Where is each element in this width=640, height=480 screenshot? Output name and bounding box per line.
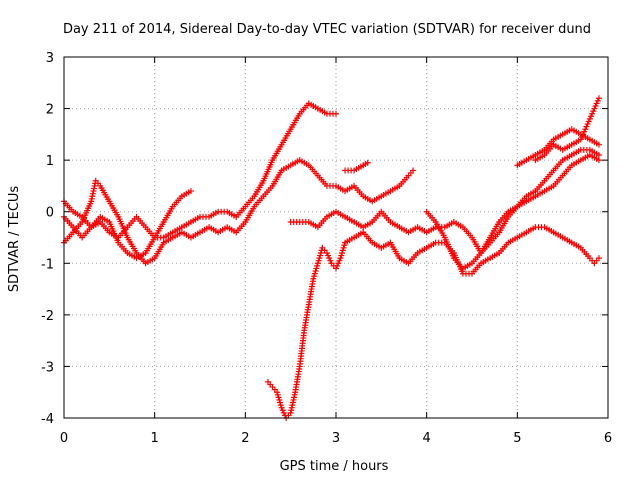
data-marks [61, 95, 602, 421]
tick-label-y--4: -4 [41, 412, 54, 427]
tick-label-x-1: 1 [151, 431, 159, 446]
tick-label-x-3: 3 [332, 431, 340, 446]
tick-label-y-0: 0 [46, 206, 54, 221]
tick-label-x-6: 6 [604, 431, 612, 446]
tick-label-x-5: 5 [513, 431, 521, 446]
tick-label-x-0: 0 [60, 431, 68, 446]
point-track-a [410, 167, 417, 174]
point-track-f [364, 159, 371, 166]
point-track-d [595, 255, 602, 262]
y-axis-label: SDTVAR / TECUs [7, 186, 22, 293]
point-track-i [595, 95, 602, 102]
x-axis-label: GPS time / hours [280, 459, 389, 474]
point-track-c [187, 188, 194, 195]
point-track-e [595, 151, 602, 158]
plot-frame [63, 56, 609, 419]
point-track-h [595, 141, 602, 148]
point-track-g [595, 157, 602, 164]
chart-title: Day 211 of 2014, Sidereal Day-to-day VTE… [63, 22, 591, 37]
tick-label-y--2: -2 [41, 309, 54, 324]
tick-label-x-4: 4 [423, 431, 431, 446]
tick-label-y-1: 1 [46, 154, 54, 169]
tick-label-y-3: 3 [46, 51, 54, 66]
tick-label-x-2: 2 [241, 431, 249, 446]
point-track-b [333, 110, 339, 117]
tick-label-y--3: -3 [41, 360, 54, 375]
tick-label-y-2: 2 [46, 103, 54, 118]
tick-label-y--1: -1 [41, 257, 54, 272]
